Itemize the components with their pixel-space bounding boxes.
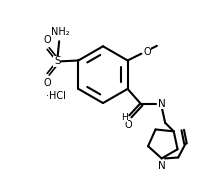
- Text: S: S: [54, 56, 61, 66]
- Text: H: H: [121, 113, 128, 122]
- Text: O: O: [43, 34, 51, 44]
- Text: NH₂: NH₂: [51, 27, 69, 37]
- Text: ·HCl: ·HCl: [46, 91, 66, 101]
- Text: O: O: [43, 78, 51, 88]
- Text: O: O: [43, 35, 51, 44]
- Text: N: N: [158, 161, 166, 171]
- Text: O: O: [125, 120, 132, 130]
- Text: N: N: [158, 99, 166, 109]
- Text: O: O: [143, 47, 151, 57]
